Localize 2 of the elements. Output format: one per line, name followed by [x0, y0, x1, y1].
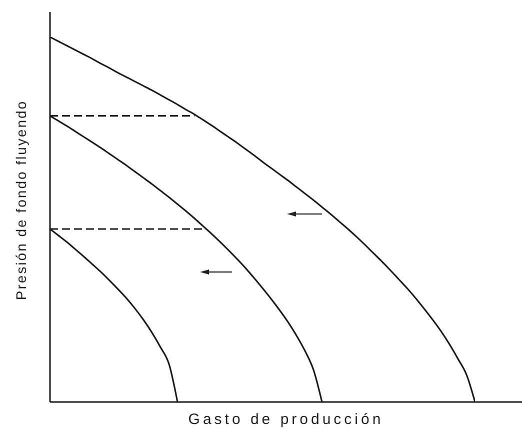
x-axis-title: Gasto de producción	[188, 411, 384, 428]
y-axis-title: Presión de fondo fluyendo	[13, 100, 29, 300]
